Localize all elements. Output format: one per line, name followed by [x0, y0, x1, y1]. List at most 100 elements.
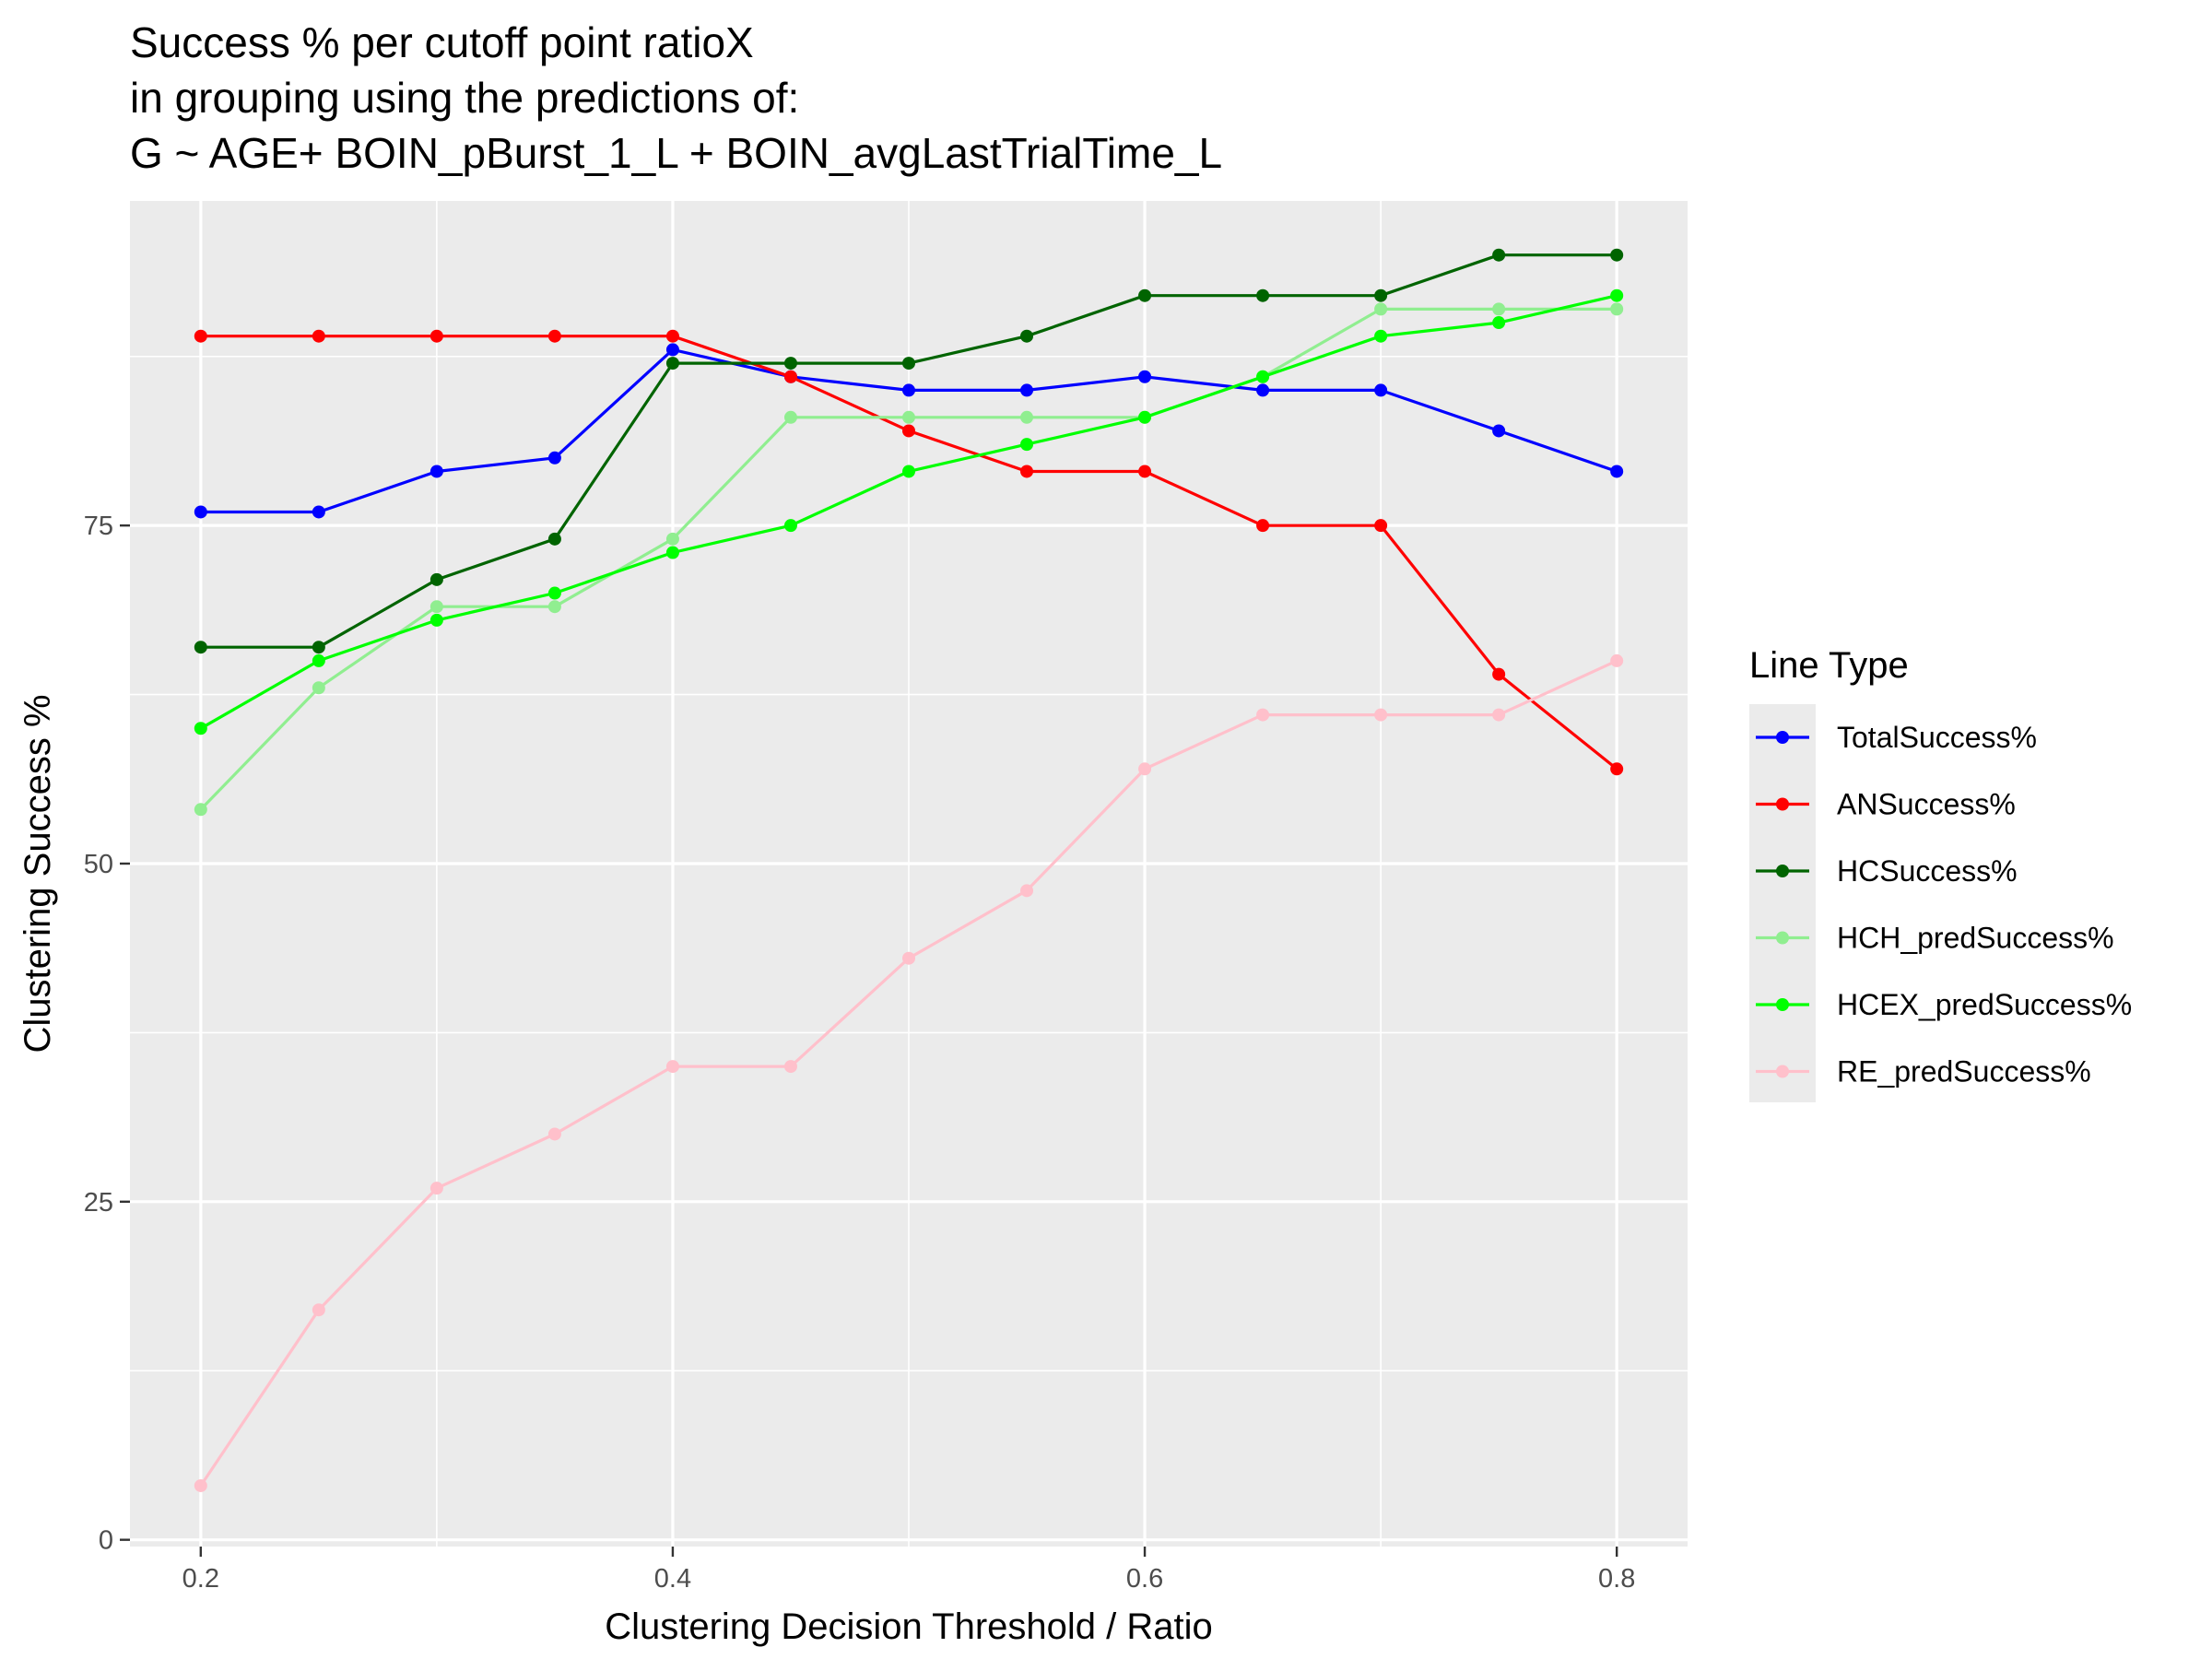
series-HCEX_predSuccess% — [194, 288, 1624, 735]
data-point — [783, 357, 797, 371]
data-point — [1020, 884, 1034, 898]
series-HCSuccess% — [194, 248, 1624, 654]
legend-label: HCEX_predSuccess% — [1837, 988, 2132, 1021]
data-point — [1610, 653, 1624, 667]
data-point — [194, 803, 207, 817]
legend-label: RE_predSuccess% — [1837, 1055, 2091, 1088]
data-point — [1256, 383, 1270, 397]
data-point — [902, 357, 915, 371]
data-point — [902, 465, 915, 478]
y-tick-label: 50 — [84, 850, 113, 879]
legend-item: HCH_predSuccess% — [1756, 922, 2114, 955]
legend-label: HCSuccess% — [1837, 854, 2018, 888]
data-point — [1610, 248, 1624, 262]
legend-key-point — [1776, 797, 1789, 811]
data-point — [783, 410, 797, 424]
data-point — [1138, 370, 1152, 383]
data-point — [1256, 370, 1270, 383]
title-line-2: in grouping using the predictions of: — [130, 74, 799, 122]
data-point — [1492, 667, 1506, 681]
data-point — [194, 641, 207, 654]
data-point — [1020, 329, 1034, 343]
data-point — [1610, 302, 1624, 316]
data-point — [312, 681, 325, 695]
data-point — [547, 532, 561, 546]
data-point — [1374, 329, 1388, 343]
chart-title: Success % per cutoff point ratioX in gro… — [130, 18, 1222, 177]
data-point — [1492, 708, 1506, 722]
data-point — [312, 505, 325, 519]
y-tick-label: 75 — [84, 512, 113, 541]
data-point — [429, 329, 443, 343]
legend-key-point — [1776, 731, 1789, 744]
x-tick-label: 0.8 — [1598, 1564, 1635, 1594]
data-point — [1374, 288, 1388, 302]
data-point — [1492, 302, 1506, 316]
legend-key-background — [1749, 704, 1816, 1102]
data-point — [665, 343, 679, 357]
legend-key-point — [1776, 1065, 1789, 1078]
y-tick-label: 25 — [84, 1188, 113, 1218]
data-point — [1374, 519, 1388, 533]
x-tick-label: 0.6 — [1126, 1564, 1163, 1594]
data-point — [1138, 762, 1152, 776]
data-point — [1492, 424, 1506, 438]
data-point — [1020, 383, 1034, 397]
data-point — [1138, 288, 1152, 302]
data-point — [1610, 762, 1624, 776]
data-point — [312, 329, 325, 343]
legend-label: ANSuccess% — [1837, 788, 2016, 821]
series-RE_predSuccess% — [194, 653, 1624, 1492]
axes: 0.2 0.4 0.6 0.8 0 25 50 75 — [84, 512, 1636, 1594]
data-point — [547, 451, 561, 465]
data-point — [1492, 316, 1506, 330]
data-point — [1374, 708, 1388, 722]
data-point — [547, 586, 561, 600]
x-tick-label: 0.4 — [654, 1564, 691, 1594]
data-point — [1492, 248, 1506, 262]
data-point — [902, 383, 915, 397]
legend-items: TotalSuccess% ANSuccess% HCSuccess% HCH_pre… — [1756, 721, 2132, 1088]
data-point — [1256, 708, 1270, 722]
data-point — [429, 1182, 443, 1195]
legend-key-point — [1776, 998, 1789, 1011]
data-point — [1610, 288, 1624, 302]
data-point — [1374, 302, 1388, 316]
series-layer — [194, 248, 1624, 1492]
legend-item: ANSuccess% — [1756, 788, 2016, 821]
legend-title: Line Type — [1749, 645, 1909, 686]
data-point — [547, 1127, 561, 1141]
legend-item: HCSuccess% — [1756, 854, 2018, 888]
y-axis-title: Clustering Success % — [18, 694, 58, 1053]
data-point — [429, 600, 443, 614]
data-point — [194, 329, 207, 343]
legend-key-point — [1776, 865, 1789, 877]
data-point — [1020, 438, 1034, 452]
legend-label: TotalSuccess% — [1837, 721, 2037, 754]
data-point — [429, 465, 443, 478]
data-point — [665, 357, 679, 371]
legend-key-point — [1776, 931, 1789, 945]
data-point — [1138, 465, 1152, 478]
x-axis-title: Clustering Decision Threshold / Ratio — [605, 1606, 1213, 1647]
data-point — [429, 613, 443, 627]
data-point — [902, 951, 915, 965]
grid-major — [130, 201, 1688, 1547]
legend-item: HCEX_predSuccess% — [1756, 988, 2132, 1021]
data-point — [312, 641, 325, 654]
legend-item: TotalSuccess% — [1756, 721, 2037, 754]
data-point — [547, 329, 561, 343]
data-point — [1256, 519, 1270, 533]
data-point — [665, 329, 679, 343]
data-point — [1374, 383, 1388, 397]
data-point — [312, 1303, 325, 1317]
x-tick-label: 0.2 — [182, 1564, 219, 1594]
data-point — [194, 722, 207, 735]
legend-label: HCH_predSuccess% — [1837, 922, 2114, 955]
series-ANSuccess% — [194, 329, 1624, 776]
data-point — [783, 519, 797, 533]
legend: Line Type TotalSuccess% ANSuccess% HCSucce… — [1749, 645, 2132, 1102]
data-point — [194, 505, 207, 519]
data-point — [902, 424, 915, 438]
